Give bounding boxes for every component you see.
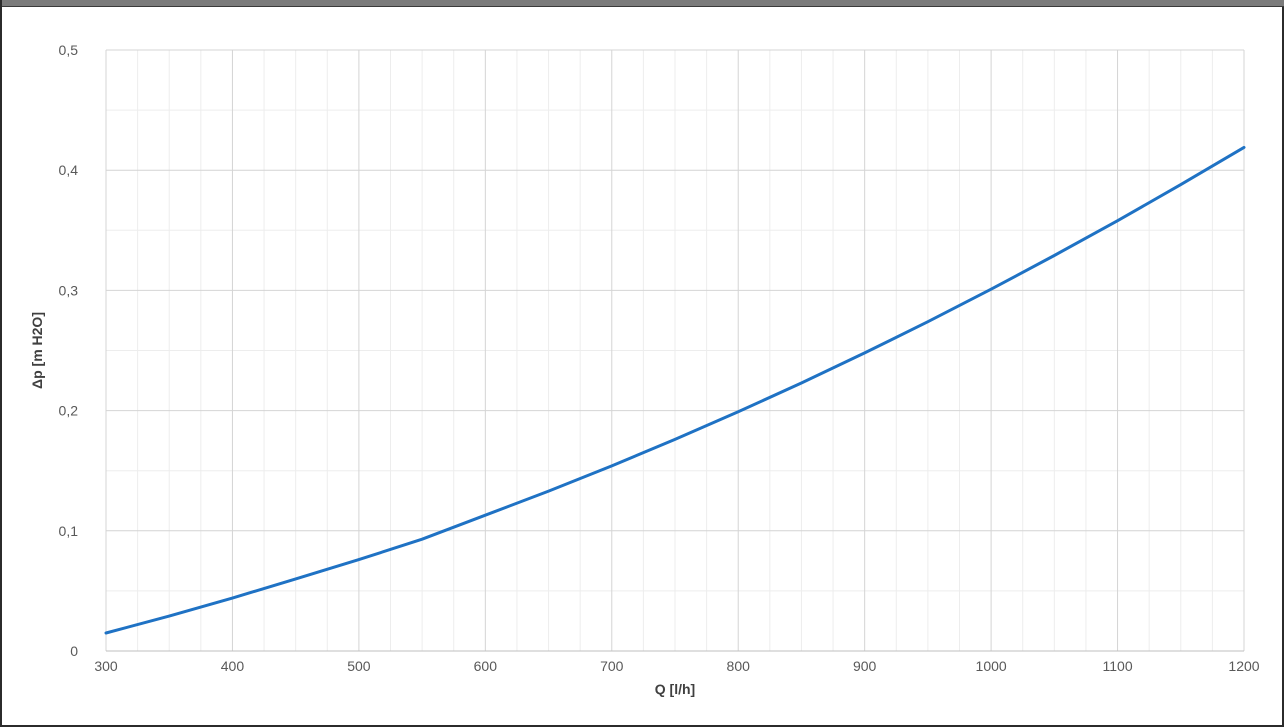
y-axis-label: Δp [m H2O] xyxy=(29,312,45,389)
x-tick-label: 700 xyxy=(600,658,624,674)
x-tick-label: 1200 xyxy=(1228,658,1259,674)
y-tick-label: 0,1 xyxy=(59,523,79,539)
y-tick-label: 0 xyxy=(70,643,78,659)
x-axis-ticks: 300 400 500 600 700 800 900 1000 1100 1200 xyxy=(94,658,1259,674)
x-tick-label: 800 xyxy=(727,658,751,674)
title-bar xyxy=(2,0,1284,7)
series-group xyxy=(104,145,1246,635)
y-tick-label: 0,2 xyxy=(59,403,79,419)
y-tick-label: 0,4 xyxy=(59,162,79,178)
x-tick-label: 500 xyxy=(347,658,371,674)
y-tick-label: 0,5 xyxy=(59,42,79,58)
y-tick-label: 0,3 xyxy=(59,282,79,298)
x-tick-label: 300 xyxy=(94,658,118,674)
x-tick-label: 1100 xyxy=(1103,658,1133,674)
series-line xyxy=(104,145,1246,635)
y-axis-ticks: 0 0,1 0,2 0,3 0,4 0,5 xyxy=(59,42,79,659)
x-tick-label: 400 xyxy=(221,658,245,674)
x-axis-label: Q [l/h] xyxy=(655,681,695,697)
x-tick-label: 600 xyxy=(474,658,498,674)
major-gridlines xyxy=(105,49,1245,652)
minor-gridlines xyxy=(106,50,1244,651)
x-tick-label: 900 xyxy=(853,658,877,674)
x-tick-label: 1000 xyxy=(976,658,1007,674)
